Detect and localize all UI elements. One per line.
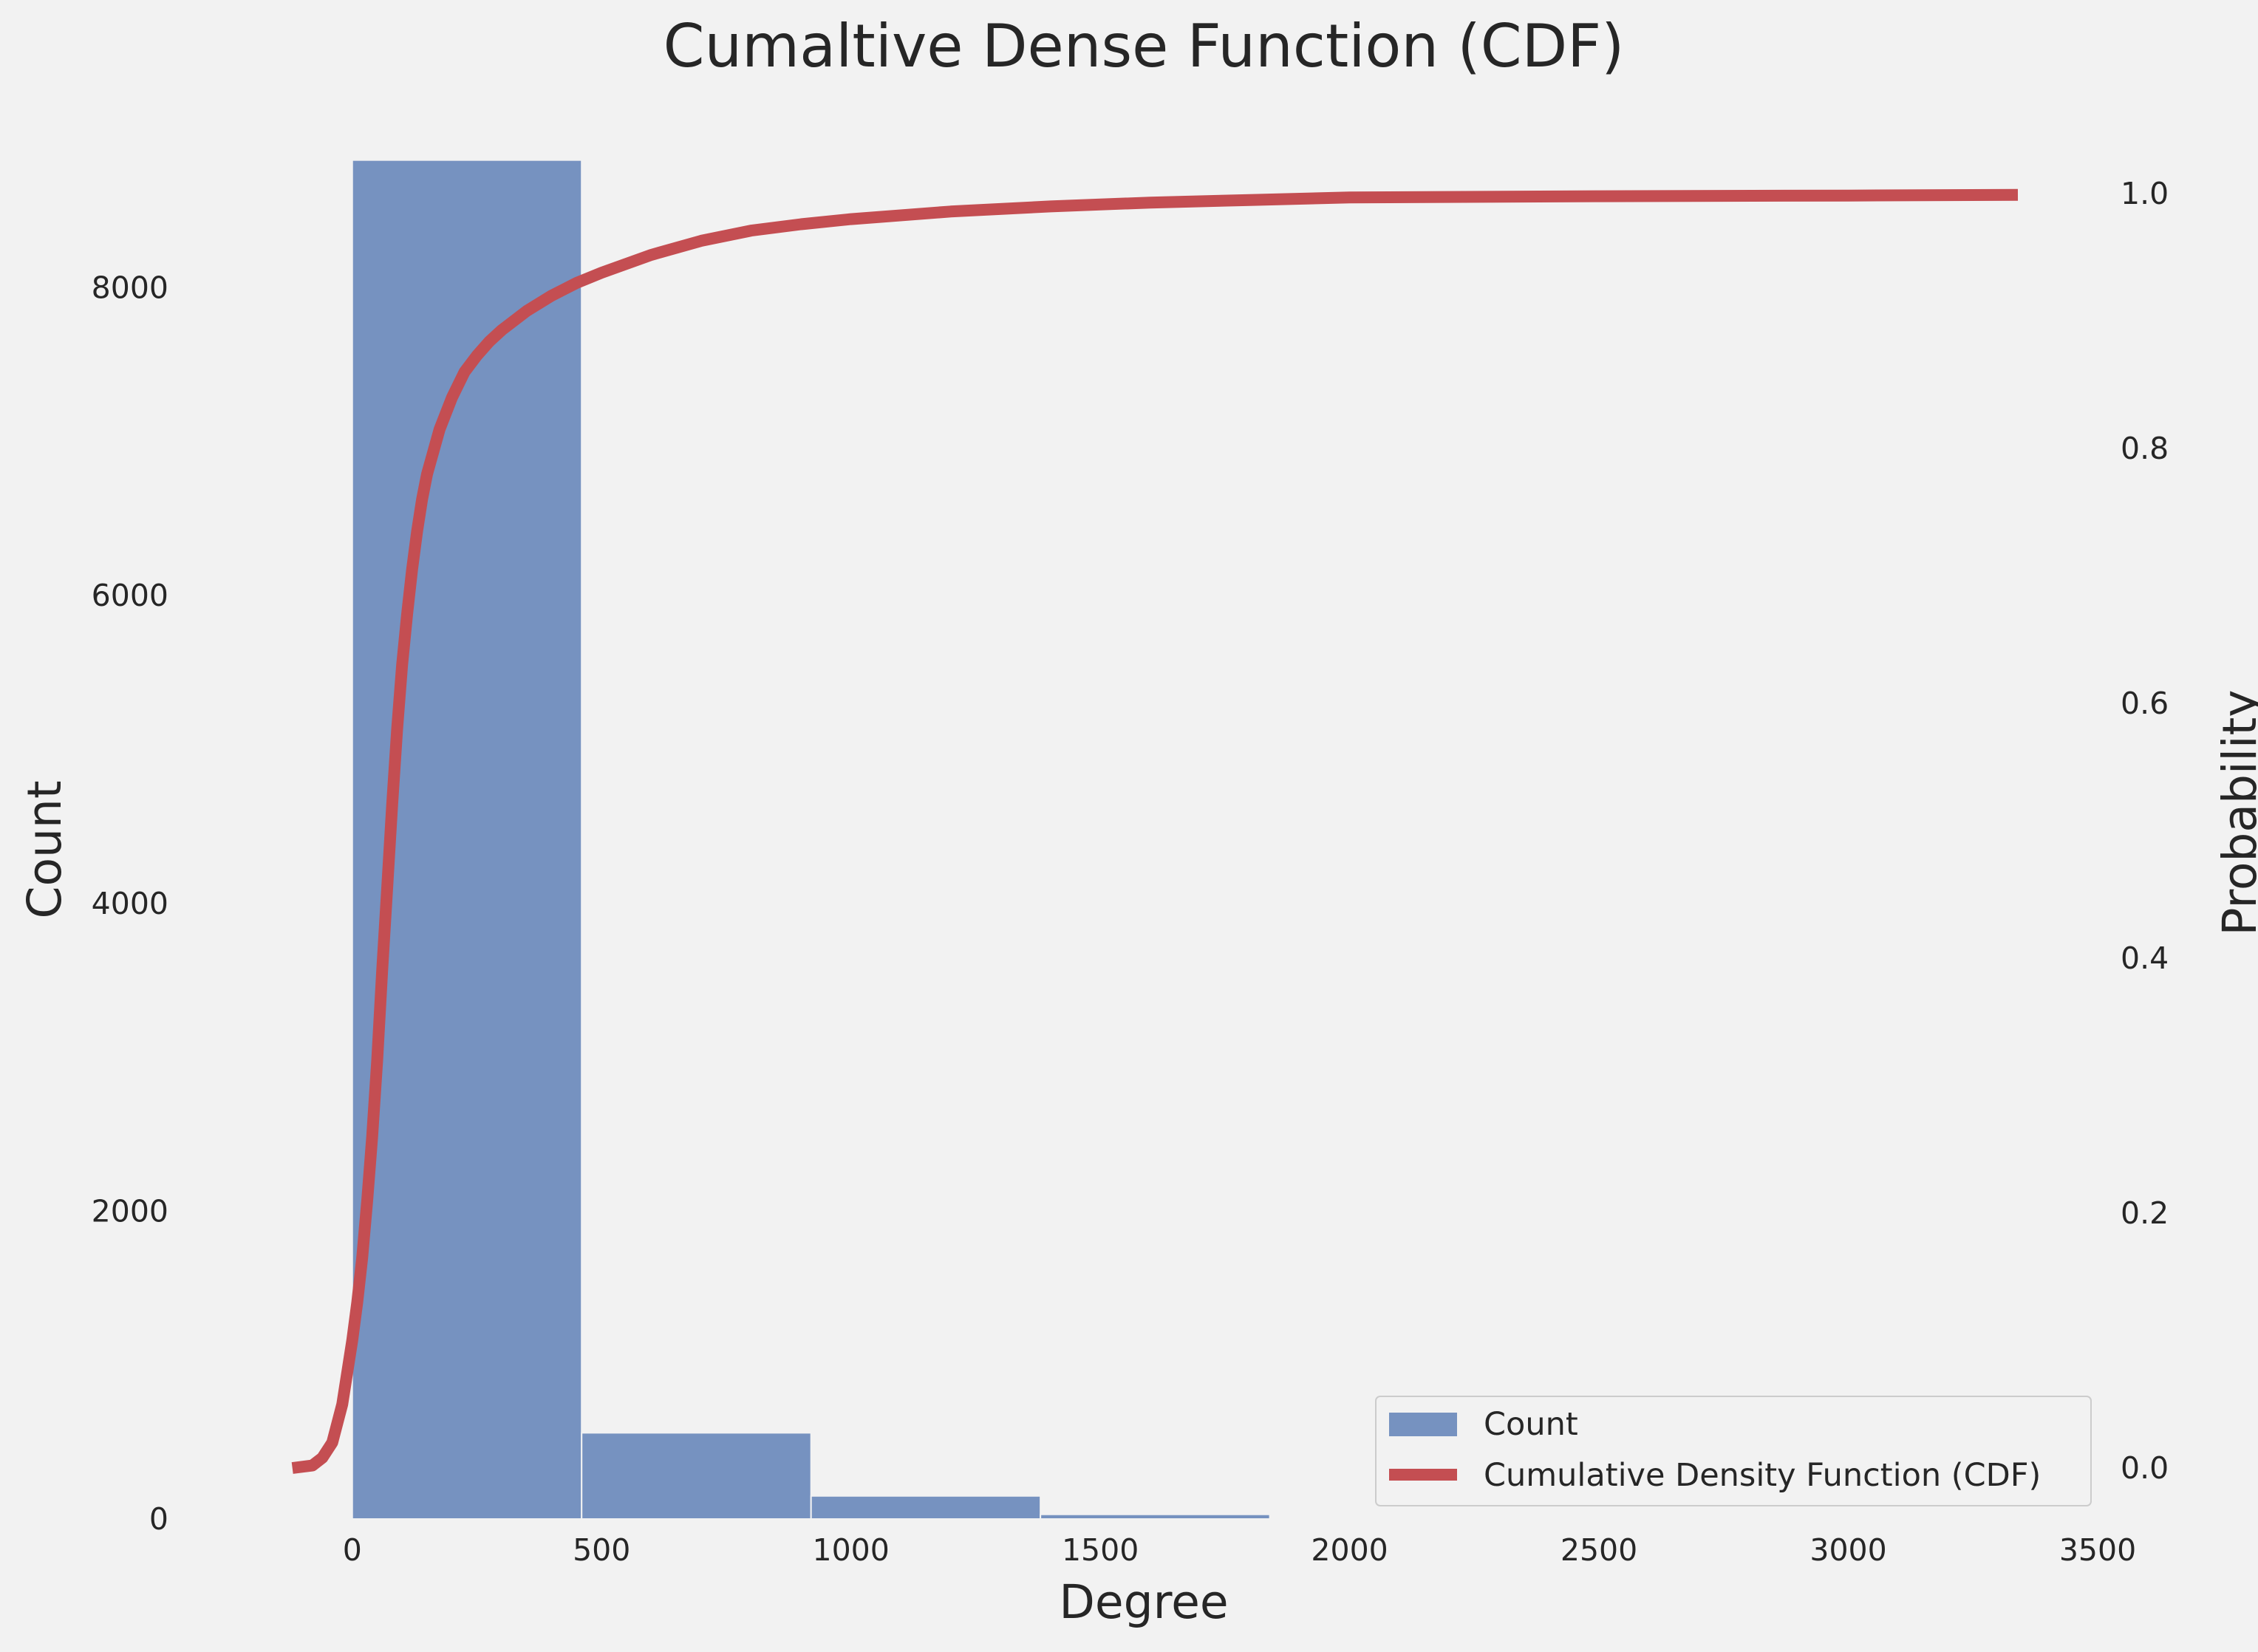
x-tick-label: 1000	[812, 1532, 889, 1568]
histogram-bar-3	[1040, 1513, 1271, 1520]
legend-label-cdf: Cumulative Density Function (CDF)	[1484, 1457, 2041, 1494]
y-tick-label: 4000	[92, 886, 168, 921]
x-tick-label: 1500	[1062, 1532, 1139, 1568]
legend-label-count: Count	[1484, 1406, 1578, 1443]
x-tick-label: 0	[343, 1532, 362, 1568]
x-tick-label: 3000	[1810, 1532, 1886, 1568]
x-tick-labels: 0 500 1000 1500 2000 2500 3000 3500	[343, 1532, 2136, 1568]
y-tick-label: 0	[149, 1501, 168, 1537]
y2-tick-label: 0.4	[2121, 941, 2169, 976]
y-tick-label: 6000	[92, 578, 168, 613]
y2-axis-label: Probability	[2213, 689, 2258, 935]
y2-tick-label: 0.2	[2121, 1195, 2169, 1231]
y2-tick-labels: 0.0 0.2 0.4 0.6 0.8 1.0	[2121, 176, 2169, 1486]
y-tick-label: 8000	[92, 270, 168, 306]
histogram-bars	[351, 159, 1271, 1520]
histogram-bar-1	[581, 1432, 812, 1520]
x-tick-label: 3500	[2059, 1532, 2136, 1568]
y2-tick-label: 1.0	[2121, 176, 2169, 211]
y2-tick-label: 0.6	[2121, 686, 2169, 721]
x-tick-label: 2500	[1561, 1532, 1637, 1568]
y-axis-label: Count	[18, 780, 72, 918]
histogram-bar-2	[810, 1495, 1042, 1520]
x-tick-label: 2000	[1311, 1532, 1388, 1568]
legend: Count Cumulative Density Function (CDF)	[1375, 1396, 2092, 1506]
y2-tick-label: 0.0	[2121, 1450, 2169, 1486]
y2-tick-label: 0.8	[2121, 431, 2169, 466]
legend-swatch-count	[1389, 1413, 1457, 1436]
y-tick-label: 2000	[92, 1193, 168, 1229]
cdf-line-group	[291, 188, 2019, 1474]
chart-title: Cumaltive Dense Function (CDF)	[664, 12, 1625, 81]
cdf-line	[291, 188, 2019, 1474]
legend-frame	[1375, 1396, 2092, 1506]
x-tick-label: 500	[573, 1532, 630, 1568]
y-tick-labels: 0 2000 4000 6000 8000	[92, 270, 168, 1537]
x-axis-label: Degree	[1059, 1575, 1228, 1629]
